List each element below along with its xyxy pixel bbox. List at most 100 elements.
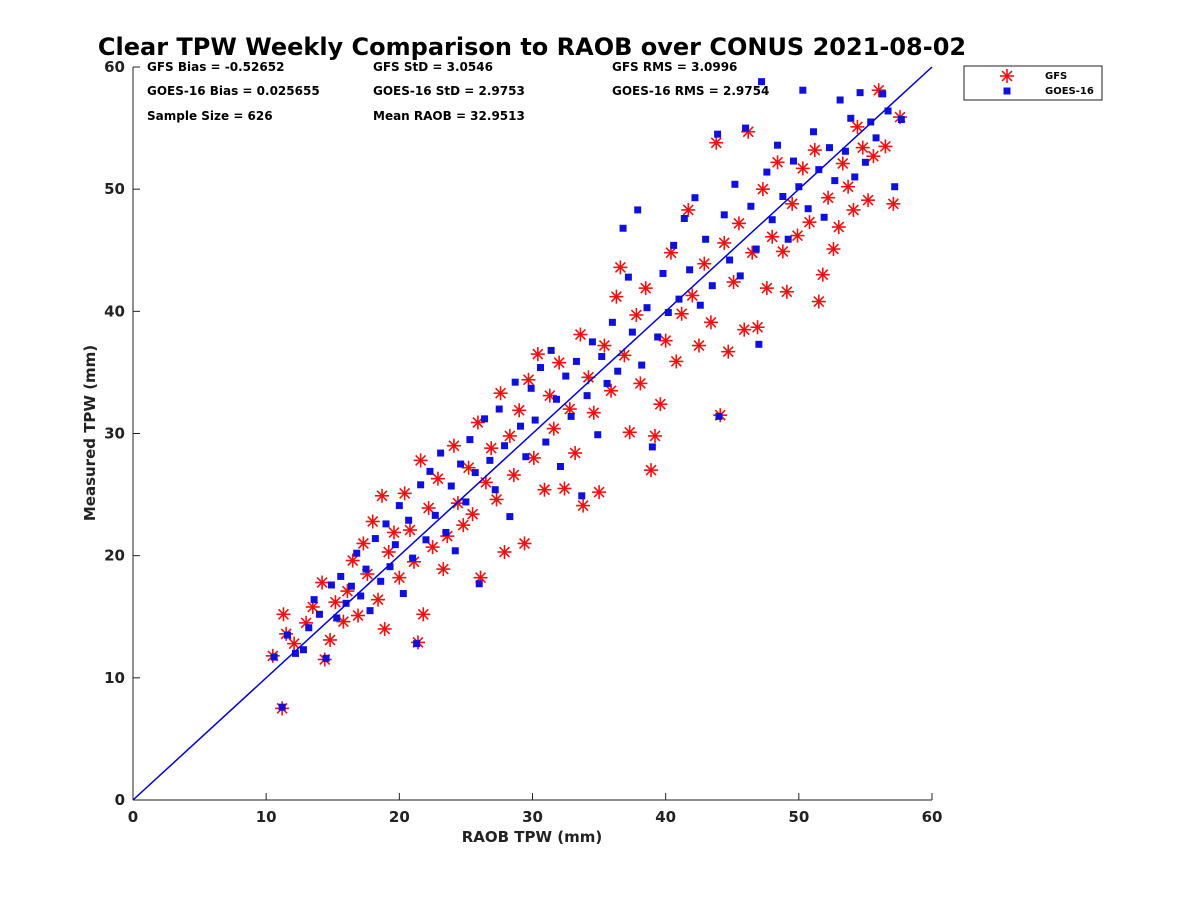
gfs-point xyxy=(663,245,678,260)
goes-point xyxy=(362,565,370,573)
gfs-point xyxy=(604,383,619,398)
stat-goes-std: GOES-16 StD = 2.9753 xyxy=(373,84,525,98)
y-tick-label: 40 xyxy=(104,302,125,320)
gfs-point xyxy=(841,179,856,194)
goes-point xyxy=(686,266,694,274)
gfs-point xyxy=(821,190,836,205)
goes-point xyxy=(451,547,459,555)
goes-point xyxy=(897,116,905,124)
gfs-point xyxy=(425,540,440,555)
stat-gfs-bias: GFS Bias = -0.52652 xyxy=(147,60,284,74)
gfs-point xyxy=(537,482,552,497)
gfs-point xyxy=(397,486,412,501)
goes-point xyxy=(382,520,390,528)
gfs-point xyxy=(413,453,428,468)
goes-point xyxy=(547,346,555,354)
goes-point xyxy=(696,301,704,309)
gfs-point xyxy=(629,307,644,322)
goes-point xyxy=(768,216,776,224)
goes-point xyxy=(659,269,667,277)
x-tick-label: 40 xyxy=(655,808,676,826)
gfs-point xyxy=(586,405,601,420)
goes-point xyxy=(426,467,434,475)
goes-point xyxy=(353,549,361,557)
legend-gfs-label: GFS xyxy=(1045,71,1067,82)
goes-point xyxy=(291,649,299,657)
goes-point xyxy=(405,516,413,524)
gfs-point xyxy=(681,202,696,217)
goes-point xyxy=(572,357,580,365)
goes-point xyxy=(594,431,602,439)
goes-point xyxy=(715,412,723,420)
gfs-point xyxy=(387,525,402,540)
x-tick-label: 50 xyxy=(788,808,809,826)
goes-point xyxy=(305,624,313,632)
y-tick-label: 10 xyxy=(104,669,125,687)
goes-point xyxy=(283,631,291,639)
goes-point xyxy=(399,590,407,598)
gfs-point xyxy=(691,338,706,353)
goes-point xyxy=(527,384,535,392)
goes-point xyxy=(466,436,474,444)
series-gfs xyxy=(265,83,908,716)
goes-point xyxy=(820,213,828,221)
goes-point xyxy=(371,535,379,543)
goes-point xyxy=(337,572,345,580)
gfs-point xyxy=(323,632,338,647)
goes-point xyxy=(664,309,672,317)
goes-point xyxy=(755,340,763,348)
gfs-point xyxy=(489,492,504,507)
goes-point xyxy=(670,241,678,249)
gfs-point xyxy=(617,348,632,363)
gfs-point xyxy=(597,338,612,353)
goes-point xyxy=(491,486,499,494)
gfs-point xyxy=(779,284,794,299)
goes-point xyxy=(431,511,439,519)
gfs-point xyxy=(850,119,865,134)
gfs-point xyxy=(436,562,451,577)
gfs-point xyxy=(592,485,607,500)
gfs-point xyxy=(521,372,536,387)
x-tick-label: 0 xyxy=(128,808,138,826)
gfs-point xyxy=(826,242,841,257)
gfs-point xyxy=(345,553,360,568)
gfs-point xyxy=(478,475,493,490)
goes-point xyxy=(531,416,539,424)
goes-point xyxy=(726,256,734,264)
gfs-point xyxy=(502,428,517,443)
goes-point xyxy=(556,462,564,470)
series-goes-16 xyxy=(270,78,905,711)
goes-point xyxy=(395,502,403,510)
goes-point xyxy=(643,304,651,312)
goes-point xyxy=(747,202,755,210)
gfs-point xyxy=(546,421,561,436)
goes-point xyxy=(809,128,817,136)
gfs-point xyxy=(775,244,790,259)
goes-point xyxy=(861,158,869,166)
goes-point xyxy=(457,460,465,468)
stat-gfs-rms: GFS RMS = 3.0996 xyxy=(612,60,737,74)
gfs-point xyxy=(392,570,407,585)
gfs-point xyxy=(703,315,718,330)
gfs-point xyxy=(430,471,445,486)
gfs-point xyxy=(526,450,541,465)
gfs-point xyxy=(674,306,689,321)
goes-point xyxy=(879,90,887,98)
gfs-point xyxy=(568,446,583,461)
goes-point xyxy=(619,224,627,232)
goes-point xyxy=(598,353,606,361)
stat-mean-raob: Mean RAOB = 32.9513 xyxy=(373,109,525,123)
gfs-point xyxy=(622,425,637,440)
gfs-point xyxy=(421,501,436,516)
goes-point xyxy=(847,114,855,122)
goes-point xyxy=(315,610,323,618)
goes-point xyxy=(841,147,849,155)
one-to-one-line xyxy=(132,66,933,801)
goes-point xyxy=(413,640,421,648)
gfs-point xyxy=(287,636,302,651)
legend: GFS GOES-16 xyxy=(963,65,1103,101)
gfs-point xyxy=(846,202,861,217)
goes-point xyxy=(624,273,632,281)
gfs-point xyxy=(770,155,785,170)
